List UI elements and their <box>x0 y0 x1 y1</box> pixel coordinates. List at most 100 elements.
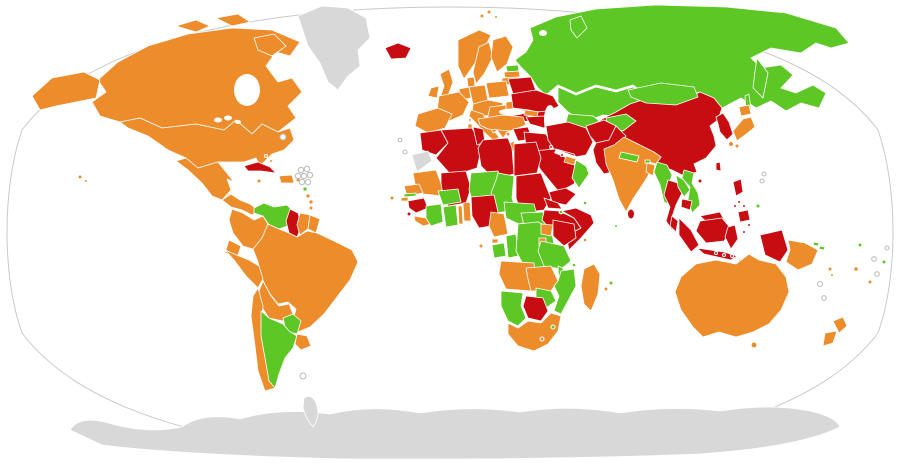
country-togo <box>457 205 464 225</box>
country-uruguay <box>294 333 312 351</box>
country-antarctica <box>69 406 841 460</box>
country-mindanao <box>737 209 751 223</box>
svalbard-1 <box>479 13 485 19</box>
great-lake-1 <box>214 117 222 123</box>
pacific-gray-1 <box>871 256 877 262</box>
country-novaya-zemlya <box>569 15 588 39</box>
country-suriname <box>296 212 311 236</box>
country-greenland <box>297 5 371 91</box>
country-canada-arctic-1 <box>175 19 211 33</box>
vanuatu-2 <box>829 272 835 278</box>
country-iceland <box>384 42 412 60</box>
country-honshu <box>732 116 756 142</box>
country-poland <box>485 80 510 99</box>
kuwait <box>548 144 554 150</box>
eswatini <box>550 324 556 330</box>
country-gambia <box>403 192 417 198</box>
country-baffin-island <box>253 33 287 57</box>
antilles-orange-2 <box>308 199 314 205</box>
hainan <box>697 178 703 184</box>
antilles-gray-4 <box>300 172 308 180</box>
corsica <box>467 117 473 123</box>
black-sea <box>499 108 525 116</box>
country-argentina <box>260 310 298 389</box>
country-sumatra <box>678 217 700 253</box>
svalbard-2 <box>486 9 492 15</box>
samoa-2 <box>881 259 887 265</box>
country-sulawesi <box>724 224 739 250</box>
country-zambia <box>525 265 559 292</box>
vanuatu-1 <box>827 266 833 272</box>
country-french-guiana <box>307 214 321 234</box>
hawaii-1 <box>77 174 83 180</box>
country-senegal <box>403 183 424 197</box>
country-kenya <box>552 219 577 247</box>
white-sea <box>539 30 547 36</box>
country-peru <box>224 249 264 289</box>
pacific-gray-3 <box>884 245 890 251</box>
country-cuba <box>243 161 277 174</box>
hudson-bay <box>234 74 260 106</box>
visayas-1 <box>736 199 742 205</box>
cape-verde <box>389 195 395 201</box>
country-burkina-faso <box>437 188 462 206</box>
country-hispaniola <box>278 174 295 184</box>
country-denmark <box>466 76 476 88</box>
qatar <box>559 152 565 158</box>
country-uganda <box>540 223 554 237</box>
sao-tome <box>478 243 484 249</box>
country-gabon <box>491 242 507 259</box>
country-namibia <box>500 290 527 327</box>
svalbard-3 <box>493 14 499 20</box>
tonga <box>867 279 873 285</box>
country-taiwan <box>715 161 722 172</box>
country-ghana <box>442 204 459 228</box>
madeira <box>397 137 403 143</box>
country-oman <box>571 159 590 189</box>
country-finland <box>490 35 514 73</box>
country-nepal <box>618 151 640 163</box>
country-botswana <box>522 295 549 322</box>
guam-1 <box>759 178 765 184</box>
moluccas-2 <box>746 222 752 228</box>
visayas-3 <box>732 203 738 209</box>
maldives <box>613 223 619 229</box>
moluccas-1 <box>741 229 747 235</box>
antilles-gray-2 <box>303 165 311 173</box>
country-korea <box>715 112 734 141</box>
country-solomon-2 <box>818 245 826 251</box>
visayas-2 <box>741 203 747 209</box>
country-sri-lanka <box>628 209 634 219</box>
country-equatorial-guinea <box>491 238 499 244</box>
country-benin <box>462 201 472 222</box>
country-vietnam <box>681 169 701 214</box>
country-sweden <box>472 41 494 85</box>
country-usa <box>119 117 295 169</box>
country-iran <box>545 121 594 159</box>
country-bhutan <box>644 159 651 164</box>
reunion <box>603 286 609 292</box>
country-alaska <box>31 71 101 111</box>
trinidad <box>308 205 314 211</box>
country-cameroon <box>488 211 509 238</box>
antilles-gray-3 <box>294 172 302 180</box>
samoa <box>857 242 863 248</box>
lesser-sunda-2 <box>721 252 727 258</box>
country-hokkaido <box>738 104 752 117</box>
country-mozambique <box>553 268 577 315</box>
country-western-sahara <box>411 150 433 173</box>
antilles-gray-1 <box>297 166 305 174</box>
country-ireland <box>427 85 440 99</box>
shikoku <box>734 143 740 149</box>
tasmania <box>750 341 758 349</box>
country-malaysia-peninsula <box>669 215 679 233</box>
mauritius <box>608 280 614 286</box>
socotra <box>582 200 588 206</box>
falklands <box>299 372 307 380</box>
bermuda <box>279 133 287 141</box>
sierra-leone <box>406 211 412 217</box>
palau <box>755 203 761 209</box>
antilles-gray-7 <box>304 178 312 186</box>
